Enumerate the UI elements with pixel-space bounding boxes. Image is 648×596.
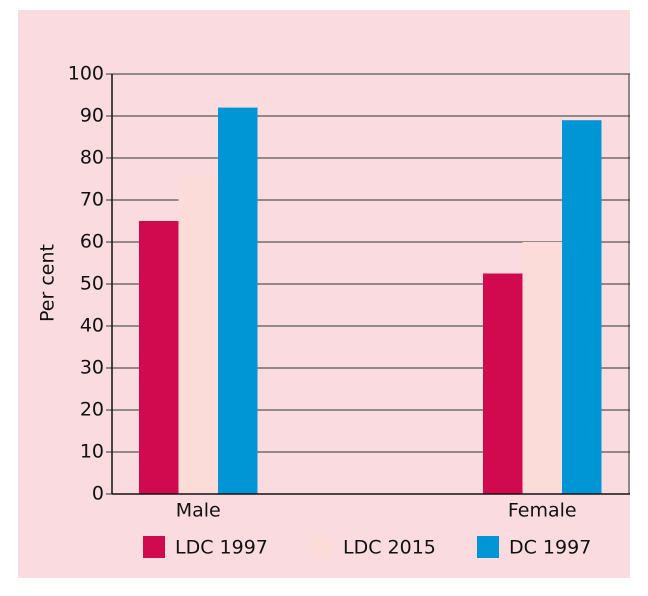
y-tick-label: 90 [80,105,104,127]
y-tick-label: 100 [68,63,104,85]
y-tick-label: 50 [80,273,104,295]
y-tick-label: 80 [80,147,104,169]
y-tick-label: 40 [80,315,104,337]
legend-swatch [477,536,499,558]
y-tick-label: 10 [80,441,104,463]
y-tick-label: 20 [80,399,104,421]
legend-label: LDC 1997 [175,537,268,559]
legend-swatch [311,536,333,558]
y-tick-label: 60 [80,231,104,253]
bar [139,221,179,494]
bar [562,120,602,494]
bar [218,107,258,494]
legend-swatch [143,536,165,558]
legend-label: LDC 2015 [343,537,436,559]
bar [178,176,218,494]
x-tick-label: Female [508,500,577,522]
legend-label: DC 1997 [509,537,591,559]
x-tick-label: Male [176,500,221,522]
y-axis-label: Per cent [37,244,59,322]
y-tick-label: 70 [80,189,104,211]
bar [522,242,562,494]
y-tick-label: 30 [80,357,104,379]
y-tick-label: 0 [92,483,104,505]
bar [483,273,523,494]
